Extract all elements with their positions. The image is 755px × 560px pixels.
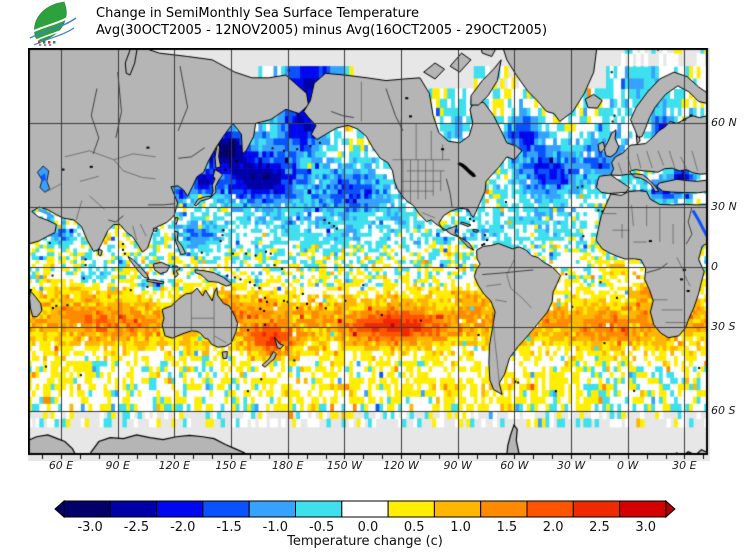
lon-label-150e: 150 E [215, 459, 247, 472]
lat-label-equator: 0 [711, 260, 718, 273]
colorbar-segment-2.0 [526, 500, 574, 518]
colorbar-segment--0.5 [295, 500, 343, 518]
leaf-wave-logo [27, 1, 79, 46]
lon-label-30e: 30 E [672, 459, 697, 472]
page-title-line2: Avg(30OCT2005 - 12NOV2005) minus Avg(16O… [96, 23, 548, 38]
colorbar-segment-2.5 [572, 500, 621, 518]
colorbar-segment-0.5 [387, 500, 435, 518]
colorbar-tick-0.5: 0.5 [403, 520, 425, 535]
colorbar-segment--1.0 [248, 500, 296, 518]
colorbar-segment-1.5 [480, 500, 528, 518]
colorbar-segment--3.0 [63, 500, 111, 518]
lat-label-60n: 60 N [711, 116, 737, 130]
colorbar-arrow-right [665, 499, 676, 519]
colorbar-tick-3.0: 3.0 [635, 520, 657, 535]
colorbar-tick-1.0: 1.0 [450, 520, 471, 535]
colorbar-tick-2.5: 2.5 [589, 520, 610, 535]
colorbar-segment--2.5 [109, 500, 158, 518]
lon-label-0w: 0 W [617, 459, 639, 472]
colorbar-tick-1.5: 1.5 [496, 520, 518, 535]
colorbar-segment-3.0 [619, 500, 667, 518]
colorbar-segment-1.0 [433, 500, 482, 518]
colorbar-tick--1.5: -1.5 [216, 520, 242, 535]
lat-label-30n: 30 N [711, 200, 737, 214]
lon-label-90w: 90 W [443, 459, 472, 472]
colorbar-tick--3.0: -3.0 [77, 520, 103, 535]
colorbar-tick--2.0: -2.0 [170, 520, 196, 535]
colorbar-segment--1.5 [202, 500, 250, 518]
lat-label-30s: 30 S [711, 319, 736, 333]
page-title-line1: Change in SemiMonthly Sea Surface Temper… [96, 6, 419, 21]
lon-label-150w: 150 W [326, 459, 363, 472]
lat-label-60s: 60 S [711, 403, 736, 417]
colorbar-tick--2.5: -2.5 [123, 520, 150, 535]
colorbar-tick--0.5: -0.5 [308, 520, 335, 535]
lon-label-180e: 180 E [271, 459, 304, 472]
lon-label-60w: 60 W [500, 459, 529, 472]
colorbar-segment--2.0 [156, 500, 204, 518]
lon-label-120w: 120 W [383, 459, 419, 472]
lon-label-30w: 30 W [556, 459, 586, 472]
colorbar-caption: Temperature change (c) [287, 534, 443, 549]
lon-label-120e: 120 E [158, 459, 191, 472]
colorbar-arrow-left [54, 499, 65, 519]
colorbar-tick--1.0: -1.0 [262, 520, 289, 535]
colorbar-segment-0.0 [341, 500, 389, 518]
colorbar [54, 499, 676, 519]
title-block: Change in SemiMonthly Sea Surface Temper… [96, 5, 547, 39]
sst-anomaly-map [28, 48, 710, 461]
lon-label-60e: 60 E [48, 459, 74, 472]
logo-caption-marks [38, 41, 56, 46]
colorbar-tick-0.0: 0.0 [357, 520, 379, 535]
lon-label-90e: 90 E [105, 459, 130, 472]
colorbar-tick-2.0: 2.0 [542, 520, 564, 535]
